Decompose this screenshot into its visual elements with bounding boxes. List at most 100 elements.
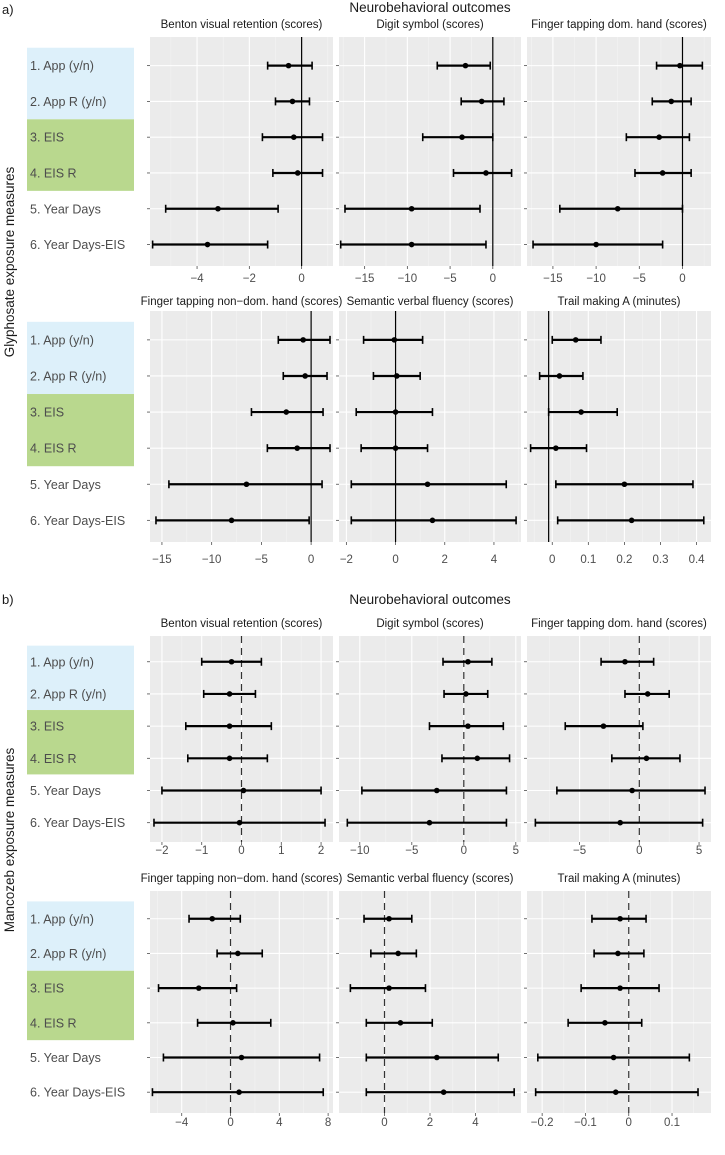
point-estimate [593, 241, 599, 248]
point-estimate [677, 62, 683, 69]
point-estimate [209, 915, 216, 922]
panel: Finger tapping dom. hand (scores) −5 0 5 [524, 618, 711, 857]
x-tick-label: 4 [472, 1117, 479, 1129]
row-label: 2. App R (y/n) [30, 369, 106, 383]
point-estimate [397, 1020, 404, 1026]
row-label: 3. EIS [30, 982, 64, 996]
x-tick-label: −1 [195, 845, 208, 857]
point-estimate [391, 337, 398, 343]
point-estimate [612, 1089, 619, 1095]
x-tick-label: −0.2 [531, 1117, 554, 1129]
point-estimate [621, 481, 628, 488]
x-tick-label: −10 [398, 273, 418, 285]
row-label: 3. EIS [30, 720, 64, 734]
x-tick-label: 1 [278, 845, 284, 857]
point-estimate [426, 819, 433, 826]
x-tick-label: −15 [543, 273, 563, 285]
x-tick-label: −2 [155, 845, 168, 857]
band-eis [27, 394, 134, 467]
point-estimate [290, 134, 297, 140]
panel-background [339, 311, 521, 542]
point-estimate [235, 950, 241, 957]
x-tick-label: 4 [491, 554, 498, 566]
point-estimate [236, 819, 243, 826]
x-tick-label: −5 [255, 554, 268, 566]
point-estimate [408, 241, 415, 248]
point-estimate [226, 723, 233, 729]
point-estimate [285, 62, 292, 69]
panel-title: Finger tapping non−dom. hand (scores) [141, 296, 343, 308]
point-estimate [294, 445, 300, 451]
point-estimate [462, 62, 469, 69]
row-label: 4. EIS R [30, 166, 77, 180]
x-tick-label: 2 [442, 554, 448, 566]
panel-title: Finger tapping dom. hand (scores) [531, 618, 707, 630]
x-tick-label: 0 [636, 845, 642, 857]
row-label: 2. App R (y/n) [30, 95, 106, 109]
x-tick-label: 0 [626, 1117, 632, 1129]
panel-title: Digit symbol (scores) [376, 618, 484, 630]
panel: Trail making A (minutes) −0.2 −0.1 0 0.1 [524, 873, 711, 1129]
row-label: 1. App (y/n) [30, 59, 94, 73]
panel-background [527, 37, 711, 266]
row-label: 5. Year Days [30, 478, 101, 492]
figure-b: b) Neurobehavioral outcomes Mancozeb expos… [2, 592, 711, 1129]
x-tick-label: −15 [152, 554, 172, 566]
point-estimate [656, 134, 662, 140]
panel: Benton visual retention (scores) −4 −2 0 [147, 19, 333, 285]
x-tick-label: −15 [355, 273, 375, 285]
x-tick-label: 0.4 [689, 554, 706, 566]
x-tick-label: 0 [392, 554, 398, 566]
row-label: 6. Year Days-EIS [30, 816, 125, 830]
point-estimate [644, 691, 651, 697]
x-tick-label: −10 [350, 845, 370, 857]
point-estimate [617, 819, 623, 826]
point-estimate [238, 1054, 245, 1061]
band-eis [27, 710, 134, 775]
figure-letter: a) [2, 2, 14, 17]
row-label: 5. Year Days [30, 1051, 101, 1065]
point-estimate [228, 517, 235, 524]
row-label: 2. App R (y/n) [30, 947, 106, 961]
x-tick-label: −5 [573, 845, 586, 857]
panel: Digit symbol (scores) −15 −10 −5 0 [336, 19, 521, 285]
x-tick-label: 2 [318, 845, 324, 857]
panel-background [150, 37, 333, 266]
row-label: 6. Year Days-EIS [30, 1086, 125, 1100]
point-estimate [643, 755, 650, 762]
point-estimate [294, 170, 301, 176]
panel: Benton visual retention (scores) −2 −1 0 1 2 [147, 618, 333, 857]
x-tick-label: −2 [243, 273, 256, 285]
x-tick-label: 0 [461, 845, 467, 857]
point-estimate [440, 1089, 447, 1095]
x-tick-label: 0 [679, 273, 685, 285]
panel-background [339, 636, 521, 842]
point-estimate [386, 915, 392, 922]
band-eis [27, 119, 134, 191]
x-tick-label: 4 [276, 1117, 283, 1129]
x-tick-label: 0 [490, 273, 496, 285]
panel: Digit symbol (scores) −10 −5 0 5 [336, 618, 521, 857]
band-app [27, 901, 134, 971]
point-estimate [478, 98, 485, 105]
point-estimate [392, 409, 399, 415]
x-tick-label: 0 [227, 1117, 233, 1129]
point-estimate [236, 1089, 242, 1095]
panel: Semantic verbal fluency (scores) −2 0 2 4 [336, 296, 521, 566]
point-estimate [395, 950, 401, 957]
row-label: 1. App (y/n) [30, 333, 94, 347]
exposure-title: Mancozeb exposure measures [2, 747, 17, 932]
point-estimate [556, 373, 563, 379]
panel: Finger tapping non−dom. hand (scores) −4 0… [141, 873, 343, 1129]
row-label: 2. App R (y/n) [30, 687, 106, 701]
point-estimate [459, 134, 465, 140]
panel-background [339, 37, 521, 266]
x-tick-label: 0.2 [616, 554, 632, 566]
point-estimate [578, 409, 584, 415]
row-label: 1. App (y/n) [30, 655, 94, 669]
point-estimate [204, 241, 211, 248]
x-tick-label: 0 [381, 1117, 387, 1129]
panel-background [527, 636, 711, 842]
panel-background [150, 311, 333, 542]
x-tick-label: 0.3 [652, 554, 668, 566]
